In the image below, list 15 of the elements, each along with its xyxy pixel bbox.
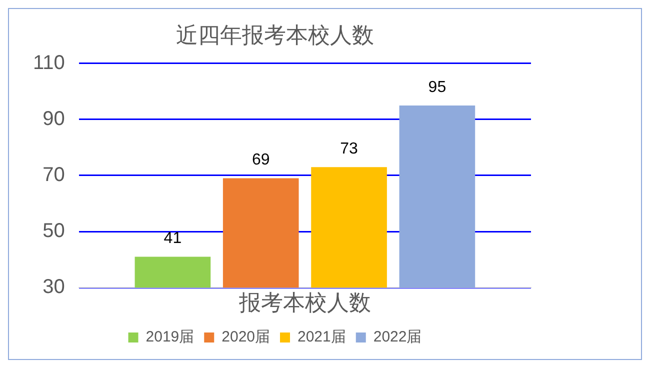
data-label: 73 [340, 140, 358, 158]
legend-label: 2022届 [373, 328, 422, 346]
legend-label: 2019届 [146, 328, 194, 346]
y-tick-label: 30 [42, 276, 65, 298]
y-tick-label: 70 [42, 164, 65, 186]
data-label: 69 [252, 152, 270, 169]
legend-label: 2020届 [222, 328, 270, 346]
data-label: 95 [428, 78, 446, 96]
chart-title: 近四年报考本校人数 [176, 22, 374, 48]
data-label: 41 [164, 230, 182, 248]
y-tick-label: 50 [42, 220, 65, 242]
y-tick-label: 90 [42, 108, 65, 130]
y-tick-label: 110 [32, 52, 65, 74]
legend-label: 2021届 [298, 328, 346, 346]
x-tick-label: 报考本校人数 [238, 290, 371, 315]
